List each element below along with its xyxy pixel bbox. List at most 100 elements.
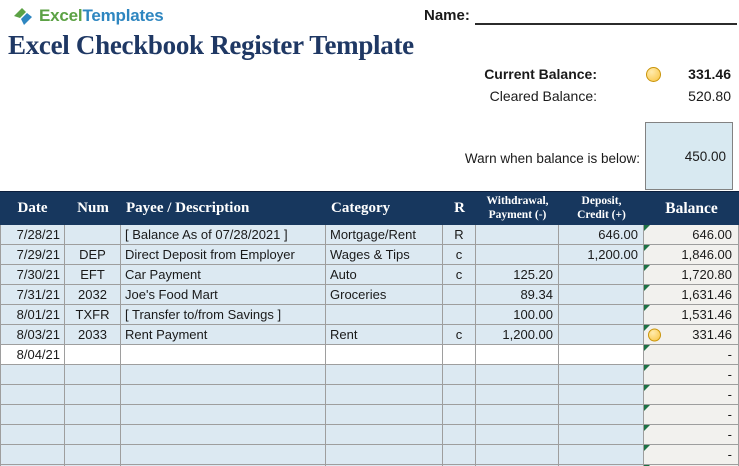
cell-category[interactable]: Mortgage/Rent <box>326 225 443 245</box>
cell-payee[interactable] <box>121 425 326 445</box>
cell-deposit[interactable] <box>559 285 644 305</box>
cell-num[interactable]: EFT <box>65 265 121 285</box>
cell-num[interactable]: 2033 <box>65 325 121 345</box>
cell-deposit[interactable] <box>559 425 644 445</box>
cell-deposit[interactable] <box>559 445 644 465</box>
cell-balance[interactable]: - <box>644 385 739 405</box>
cell-category[interactable]: Groceries <box>326 285 443 305</box>
cell-payee[interactable] <box>121 345 326 365</box>
cell-payee[interactable]: Joe's Food Mart <box>121 285 326 305</box>
cell-withdrawal[interactable] <box>476 225 559 245</box>
cell-withdrawal[interactable] <box>476 365 559 385</box>
cell-payee[interactable]: Direct Deposit from Employer <box>121 245 326 265</box>
cell-reconciled[interactable] <box>443 305 476 325</box>
cell-category[interactable] <box>326 305 443 325</box>
cell-withdrawal[interactable]: 125.20 <box>476 265 559 285</box>
cell-reconciled[interactable]: c <box>443 265 476 285</box>
cell-reconciled[interactable] <box>443 445 476 465</box>
cell-balance[interactable]: 331.46 <box>644 325 739 345</box>
cell-reconciled[interactable] <box>443 405 476 425</box>
cell-category[interactable]: Wages & Tips <box>326 245 443 265</box>
cell-deposit[interactable] <box>559 385 644 405</box>
cell-category[interactable] <box>326 345 443 365</box>
cell-num[interactable] <box>65 405 121 425</box>
cell-date[interactable]: 7/30/21 <box>0 265 65 285</box>
cell-reconciled[interactable] <box>443 345 476 365</box>
cell-category[interactable]: Rent <box>326 325 443 345</box>
cell-payee[interactable] <box>121 445 326 465</box>
cell-balance[interactable]: - <box>644 365 739 385</box>
cell-date[interactable] <box>0 385 65 405</box>
cell-reconciled[interactable]: c <box>443 325 476 345</box>
cell-deposit[interactable]: 1,200.00 <box>559 245 644 265</box>
cell-category[interactable] <box>326 385 443 405</box>
cell-payee[interactable] <box>121 405 326 425</box>
cell-withdrawal[interactable] <box>476 345 559 365</box>
cell-payee[interactable]: Car Payment <box>121 265 326 285</box>
cell-category[interactable] <box>326 425 443 445</box>
cell-balance[interactable]: 1,631.46 <box>644 285 739 305</box>
cell-deposit[interactable] <box>559 365 644 385</box>
cell-reconciled[interactable] <box>443 285 476 305</box>
cell-payee[interactable] <box>121 365 326 385</box>
cell-deposit[interactable] <box>559 405 644 425</box>
cell-deposit[interactable] <box>559 345 644 365</box>
cell-num[interactable] <box>65 345 121 365</box>
cell-date[interactable] <box>0 365 65 385</box>
cell-deposit[interactable] <box>559 265 644 285</box>
cell-category[interactable] <box>326 445 443 465</box>
cell-deposit[interactable] <box>559 325 644 345</box>
cell-balance[interactable]: 646.00 <box>644 225 739 245</box>
cell-date[interactable]: 7/29/21 <box>0 245 65 265</box>
cell-withdrawal[interactable]: 1,200.00 <box>476 325 559 345</box>
cell-category[interactable] <box>326 365 443 385</box>
cell-balance[interactable]: - <box>644 405 739 425</box>
cell-date[interactable]: 8/03/21 <box>0 325 65 345</box>
warn-threshold-input[interactable]: 450.00 <box>645 122 733 190</box>
cell-category[interactable]: Auto <box>326 265 443 285</box>
cell-payee[interactable] <box>121 385 326 405</box>
cell-balance[interactable]: - <box>644 445 739 465</box>
cell-date[interactable] <box>0 425 65 445</box>
cell-reconciled[interactable] <box>443 365 476 385</box>
cell-balance[interactable]: - <box>644 345 739 365</box>
cell-num[interactable]: TXFR <box>65 305 121 325</box>
cell-date[interactable]: 8/01/21 <box>0 305 65 325</box>
cell-deposit[interactable]: 646.00 <box>559 225 644 245</box>
cell-payee[interactable]: [ Transfer to/from Savings ] <box>121 305 326 325</box>
cell-withdrawal[interactable] <box>476 445 559 465</box>
cell-category[interactable] <box>326 405 443 425</box>
cell-payee[interactable]: Rent Payment <box>121 325 326 345</box>
cell-withdrawal[interactable]: 100.00 <box>476 305 559 325</box>
cell-balance[interactable]: 1,531.46 <box>644 305 739 325</box>
cell-num[interactable] <box>65 385 121 405</box>
cell-withdrawal[interactable] <box>476 405 559 425</box>
cell-withdrawal[interactable] <box>476 385 559 405</box>
cell-date[interactable]: 7/28/21 <box>0 225 65 245</box>
balance-value: - <box>727 347 732 362</box>
cell-reconciled[interactable] <box>443 385 476 405</box>
cell-date[interactable] <box>0 405 65 425</box>
cell-num[interactable] <box>65 445 121 465</box>
cell-date[interactable]: 7/31/21 <box>0 285 65 305</box>
cell-num[interactable]: DEP <box>65 245 121 265</box>
name-input-line[interactable] <box>474 7 737 25</box>
cell-balance[interactable]: 1,720.80 <box>644 265 739 285</box>
cell-date[interactable] <box>0 445 65 465</box>
cell-withdrawal[interactable] <box>476 245 559 265</box>
cell-balance[interactable]: 1,846.00 <box>644 245 739 265</box>
cell-payee[interactable]: [ Balance As of 07/28/2021 ] <box>121 225 326 245</box>
cell-deposit[interactable] <box>559 305 644 325</box>
column-header-payee: Payee / Description <box>126 200 250 216</box>
cell-num[interactable] <box>65 225 121 245</box>
cell-date[interactable]: 8/04/21 <box>0 345 65 365</box>
cell-reconciled[interactable]: R <box>443 225 476 245</box>
cell-num[interactable]: 2032 <box>65 285 121 305</box>
cell-num[interactable] <box>65 365 121 385</box>
cell-num[interactable] <box>65 425 121 445</box>
cell-reconciled[interactable] <box>443 425 476 445</box>
cell-withdrawal[interactable]: 89.34 <box>476 285 559 305</box>
cell-withdrawal[interactable] <box>476 425 559 445</box>
cell-reconciled[interactable]: c <box>443 245 476 265</box>
cell-balance[interactable]: - <box>644 425 739 445</box>
